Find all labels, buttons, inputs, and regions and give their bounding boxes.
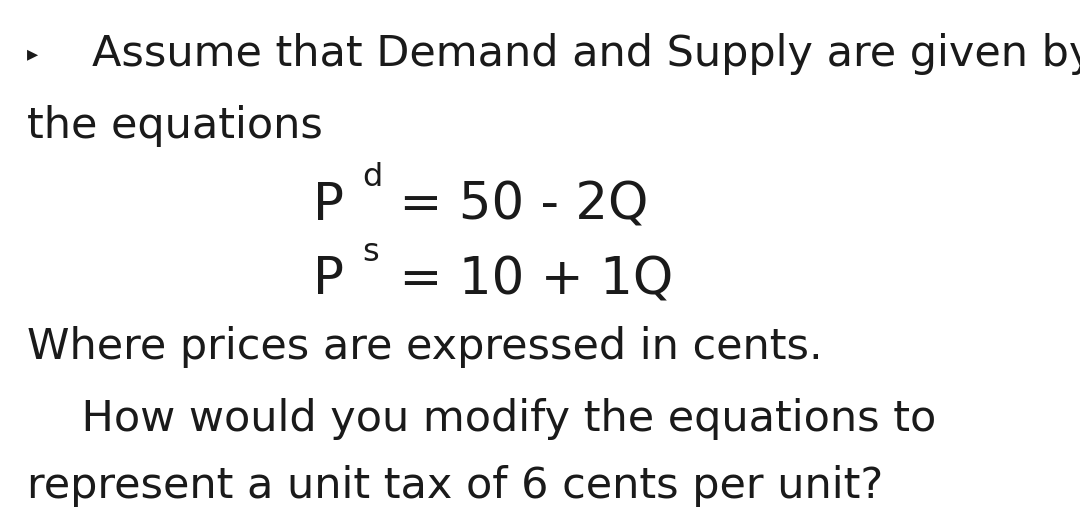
Text: represent a unit tax of 6 cents per unit?: represent a unit tax of 6 cents per unit… [27,465,883,507]
Text: P: P [313,255,345,305]
Text: = 10 + 1Q: = 10 + 1Q [383,255,674,305]
Text: d: d [362,162,382,193]
Text: ▸: ▸ [27,44,38,64]
Text: Where prices are expressed in cents.: Where prices are expressed in cents. [27,326,823,368]
Text: s: s [362,237,379,268]
Text: How would you modify the equations to: How would you modify the equations to [27,398,936,440]
Text: the equations: the equations [27,105,323,147]
Text: = 50 - 2Q: = 50 - 2Q [383,180,649,231]
Text: Assume that Demand and Supply are given by: Assume that Demand and Supply are given … [92,33,1080,75]
Text: P: P [313,180,345,231]
